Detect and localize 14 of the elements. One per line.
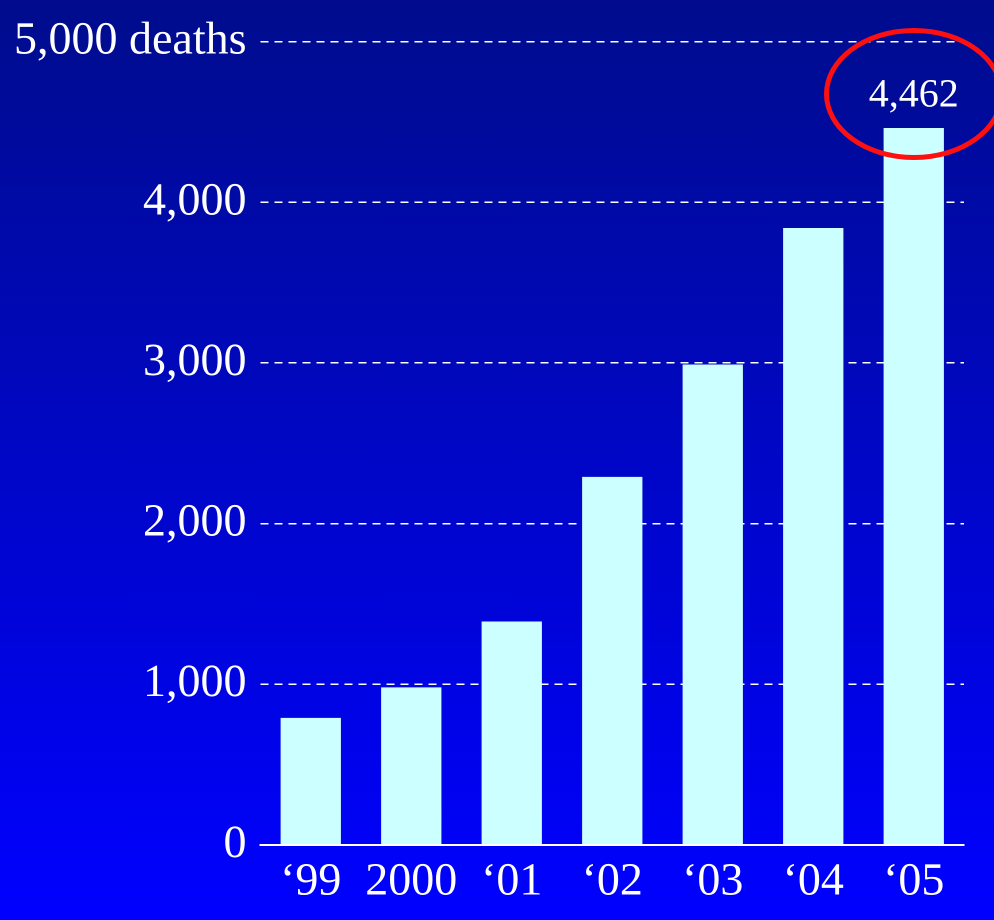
x-tick-label: ‘01 [481,853,542,904]
y-tick-label: 0 [224,816,247,867]
y-tick-label: 4,000 [143,173,247,224]
y-tick-label: 5,000 deaths [14,12,247,64]
x-tick-label: ‘04 [782,853,844,904]
x-tick-label: ‘99 [280,853,342,904]
x-tick-label: ‘03 [682,853,744,904]
y-tick-label: 2,000 [143,494,247,546]
y-tick-label: 1,000 [143,655,247,706]
x-tick-label: 2000 [365,853,458,904]
x-tick-label: ‘05 [883,853,944,904]
x-tick-label: ‘02 [582,853,643,904]
data-label: 4,462 [868,70,959,116]
y-tick-label: 3,000 [143,334,247,385]
